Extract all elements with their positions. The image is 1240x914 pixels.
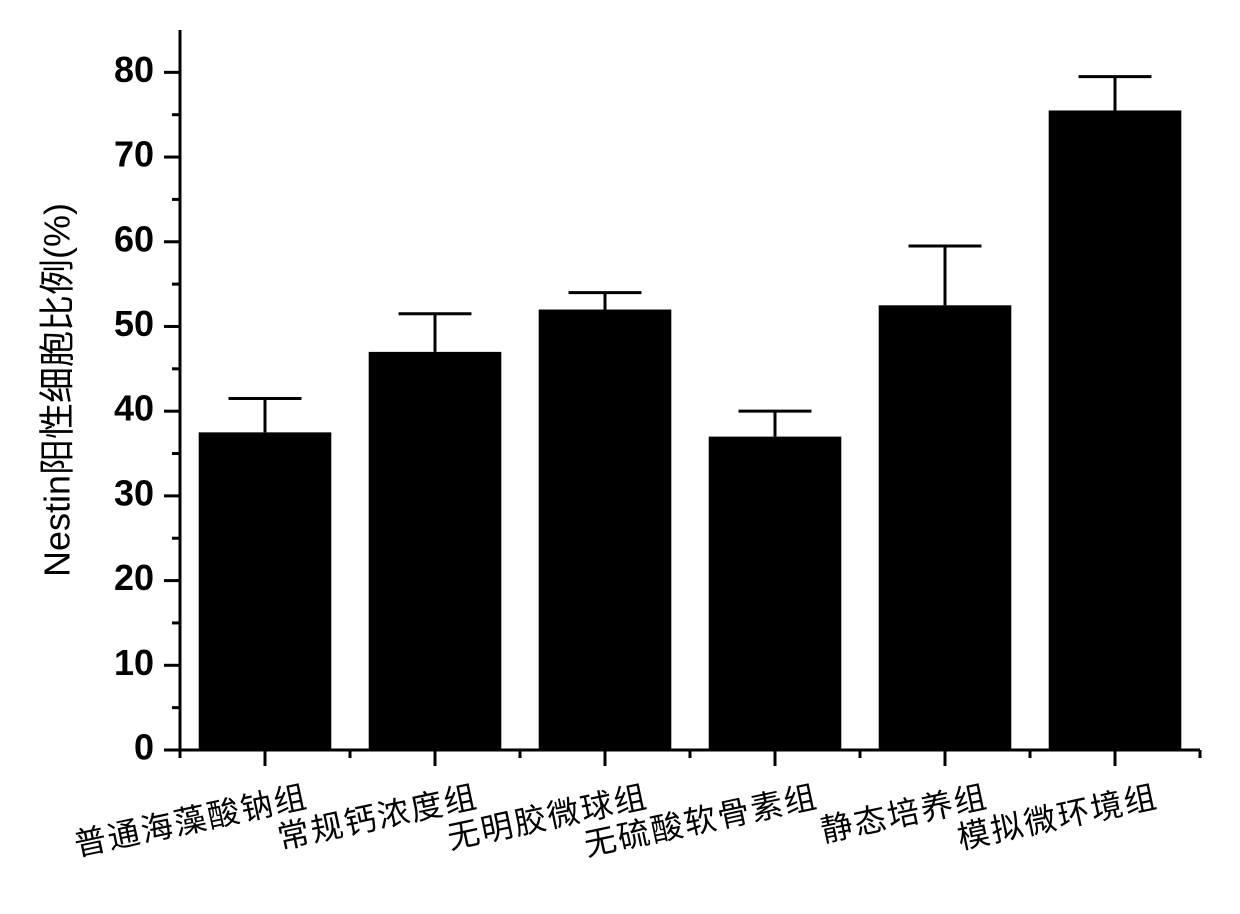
bar: [539, 310, 672, 750]
y-tick-label: 50: [114, 303, 154, 344]
bar: [369, 352, 502, 750]
y-tick-label: 70: [114, 134, 154, 175]
y-tick-label: 80: [114, 49, 154, 90]
bar: [879, 305, 1012, 750]
y-tick-label: 0: [134, 727, 154, 768]
y-tick-label: 30: [114, 472, 154, 513]
y-tick-label: 20: [114, 557, 154, 598]
y-tick-label: 40: [114, 388, 154, 429]
chart-svg: 01020304050607080Nestin阳性细胞比例(%)普通海藻酸钠组常…: [0, 0, 1240, 914]
bar: [199, 432, 332, 750]
bar-chart: 01020304050607080Nestin阳性细胞比例(%)普通海藻酸钠组常…: [0, 0, 1240, 914]
bar: [709, 437, 842, 750]
y-axis-label: Nestin阳性细胞比例(%): [37, 203, 78, 577]
bar: [1049, 110, 1182, 750]
y-tick-label: 60: [114, 218, 154, 259]
y-tick-label: 10: [114, 642, 154, 683]
